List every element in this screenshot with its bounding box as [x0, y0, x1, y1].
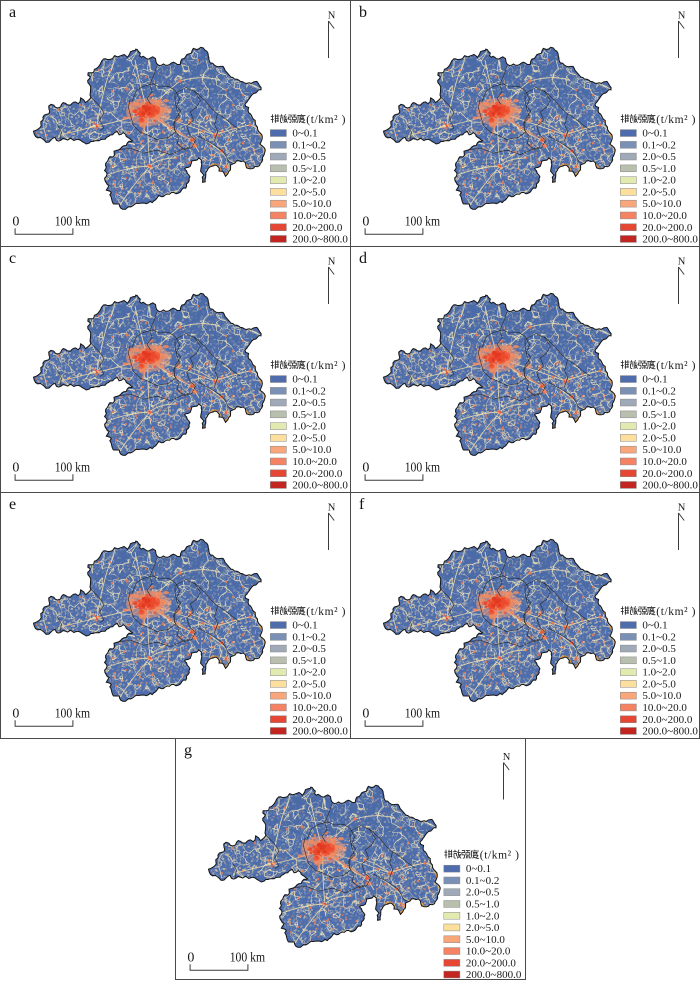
svg-text:e: e	[9, 496, 16, 513]
svg-text:a: a	[9, 4, 16, 21]
svg-text:f: f	[359, 496, 365, 513]
svg-text:g: g	[184, 742, 192, 759]
svg-text:b: b	[359, 4, 367, 21]
svg-text:c: c	[9, 250, 16, 267]
svg-text:d: d	[359, 250, 367, 267]
